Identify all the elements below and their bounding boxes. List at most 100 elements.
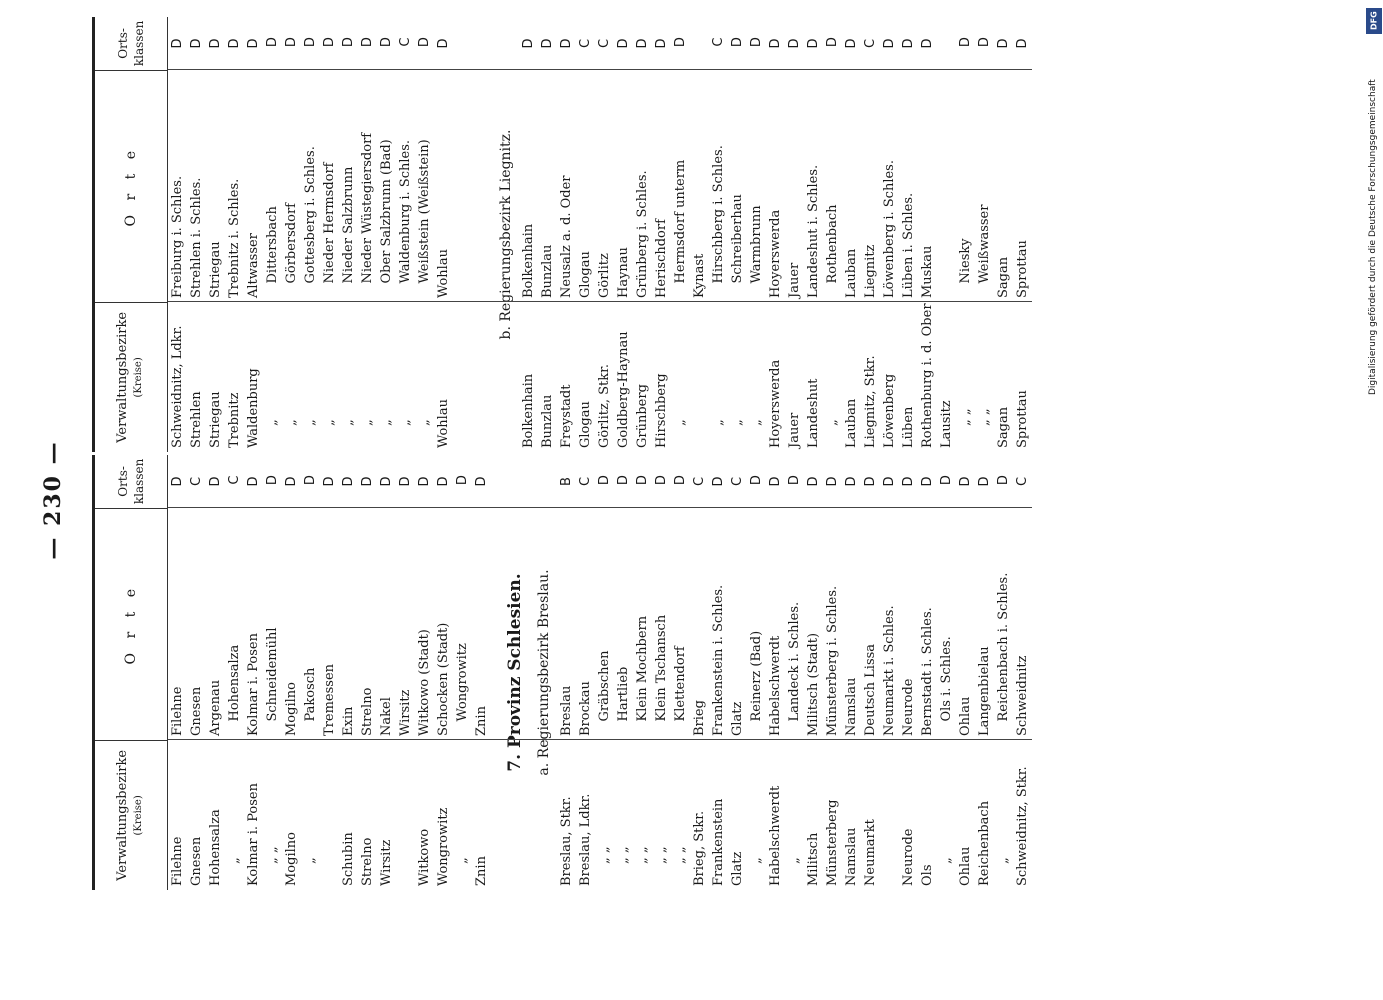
ort-cell: Liegnitz — [863, 70, 878, 302]
ort-cell: Nieder Salzbrunn — [341, 67, 356, 288]
ort-cell: Kynast — [692, 70, 707, 302]
regierungsbezirk-breslau-heading: a. Regierungsbezirk Breslau. — [536, 569, 552, 776]
ort-cell: Klein Mochbern — [635, 505, 650, 726]
ort-cell: Weißstein (Weißstein) — [417, 67, 432, 288]
bezirk-cell: „ — [303, 725, 318, 890]
bezirk-cell: Ohlau — [958, 740, 973, 890]
dfg-logo: DFG — [1366, 8, 1382, 34]
klasse-cell: D — [939, 475, 954, 486]
ort-cell: Schocken (Stadt) — [436, 508, 451, 740]
table-row: „ „ Klein Tschansch D — [652, 455, 671, 890]
header-orte: O r t e — [95, 507, 167, 740]
ort-cell: Nieder Wüstegiersdorf — [360, 67, 375, 288]
bezirk-cell: Lauban — [844, 302, 859, 452]
header-klassen: Orts- klassen — [116, 458, 146, 505]
table-row: „ „ Klettendorf D — [671, 455, 690, 890]
klasse-cell: D — [787, 38, 802, 49]
klasse-cell: D — [246, 476, 261, 487]
klasse-cell: D — [246, 38, 261, 49]
left-table: Verwaltungsbezirke (Kreise) O r t e Orts… — [92, 455, 1032, 890]
bezirk-cell: Wongrowitz — [436, 740, 451, 890]
ort-cell: Niesky — [958, 67, 973, 288]
klasse-cell: C — [692, 476, 707, 487]
klasse-cell: C — [711, 37, 726, 47]
bezirk-cell: Habelschwerdt — [768, 740, 783, 890]
table-row: Sprottau Sprottau D — [1013, 17, 1032, 452]
bezirk-cell: Witkowo — [417, 740, 432, 890]
table-row: „ Hermsdorf unterm D — [671, 17, 690, 452]
table-row: „ Waldenburg i. Schles. C — [396, 17, 415, 452]
klasse-cell: D — [322, 476, 337, 487]
right-table-header: Verwaltungsbezirke (Kreise) O r t e Orts… — [92, 17, 168, 452]
bezirk-cell: Lüben — [901, 302, 916, 452]
table-row: Wirsitz Nakel D — [377, 455, 396, 890]
bezirk-cell: Mogilno — [284, 740, 299, 890]
ort-cell: Trebnitz i. Schles. — [227, 70, 242, 302]
klasse-cell: D — [977, 476, 992, 487]
ort-cell: Neusalz a. d. Oder — [559, 70, 574, 302]
bezirk-cell: „ „ — [958, 287, 973, 452]
table-row: Schweidnitz, Stkr. Schweidnitz C — [1013, 455, 1032, 890]
klasse-cell: D — [958, 37, 973, 48]
klasse-cell: D — [673, 475, 688, 486]
ort-cell: Brockau — [578, 508, 593, 740]
ort-cell: Reinerz (Bad) — [749, 505, 764, 726]
ort-cell: Bernstadt i. Schles. — [920, 508, 935, 740]
bezirk-cell: „ — [265, 287, 280, 452]
table-row: Liegnitz, Stkr. Liegnitz C — [861, 17, 880, 452]
bezirk-cell: „ — [398, 287, 413, 452]
bezirk-cell: „ — [455, 725, 470, 890]
ort-cell: Nieder Hermsdorf — [322, 67, 337, 288]
klasse-cell: D — [635, 475, 650, 486]
ort-cell: Pakosch — [303, 505, 318, 726]
ort-cell: Ohlau — [958, 508, 973, 740]
table-row: „ Gottesberg i. Schles. D — [301, 17, 320, 452]
ort-cell: Grünberg i. Schles. — [635, 70, 650, 302]
bezirk-cell: Breslau, Ldkr. — [578, 740, 593, 890]
bezirk-cell: „ — [322, 287, 337, 452]
table-row: Neurode Neurode D — [899, 455, 918, 890]
klasse-cell: D — [749, 37, 764, 48]
klasse-cell: D — [417, 476, 432, 487]
table-row: „ Warmbrunn D — [747, 17, 766, 452]
bezirk-cell: Breslau, Stkr. — [559, 740, 574, 890]
ort-cell: Reichenbach i. Schles. — [996, 505, 1011, 726]
table-row: Filehne Filehne D — [168, 455, 187, 890]
klasse-cell: D — [559, 38, 574, 49]
bezirk-cell: Neurode — [901, 740, 916, 890]
bezirk-cell: Militsch — [806, 740, 821, 890]
ort-cell: Dittersbach — [265, 67, 280, 288]
ort-cell: Deutsch Lissa — [863, 508, 878, 740]
klasse-cell: D — [455, 475, 470, 486]
klasse-cell: D — [265, 37, 280, 48]
table-row: Löwenberg Löwenberg i. Schles. D — [880, 17, 899, 452]
klasse-cell: D — [341, 476, 356, 487]
klasse-cell: D — [825, 476, 840, 487]
table-row: Goldberg-Haynau Haynau D — [614, 17, 633, 452]
left-table-body: Filehne Filehne D Gnesen Gnesen C Hohensalza Ar… — [168, 455, 1032, 890]
table-row: „ Pakosch D — [301, 455, 320, 890]
ort-cell: Lauban — [844, 70, 859, 302]
klasse-cell: D — [398, 476, 413, 487]
klasse-cell: D — [360, 476, 375, 487]
bezirk-cell — [398, 740, 413, 890]
table-row: „ Nieder Wüstegiersdorf D — [358, 17, 377, 452]
bezirk-cell: „ — [673, 287, 688, 452]
klasse-cell: D — [768, 476, 783, 487]
ort-cell: Klettendorf — [673, 505, 688, 726]
klasse-cell: C — [730, 476, 745, 487]
bezirk-cell: Znin — [474, 740, 489, 890]
ort-cell: Rothenbach — [825, 67, 840, 288]
table-row: „ Weißstein (Weißstein) D — [415, 17, 434, 452]
header-bezirk: Verwaltungsbezirke (Kreise) — [95, 739, 167, 890]
bezirk-cell: Schweidnitz, Ldkr. — [170, 302, 185, 452]
table-row: Kolmar i. Posen Kolmar i. Posen D — [244, 455, 263, 890]
table-row: Trebnitz Trebnitz i. Schles. D — [225, 17, 244, 452]
bezirk-cell: Rothenburg i. d. Ober — [920, 302, 935, 452]
klasse-cell: C — [1015, 476, 1030, 487]
digitization-credit: Digitalisierung gefördert durch die Deut… — [1368, 79, 1378, 395]
ort-cell: Habelschwerdt — [768, 508, 783, 740]
bezirk-cell: „ — [341, 287, 356, 452]
table-row: „ Reinerz (Bad) D — [747, 455, 766, 890]
ort-cell: Haynau — [616, 70, 631, 302]
